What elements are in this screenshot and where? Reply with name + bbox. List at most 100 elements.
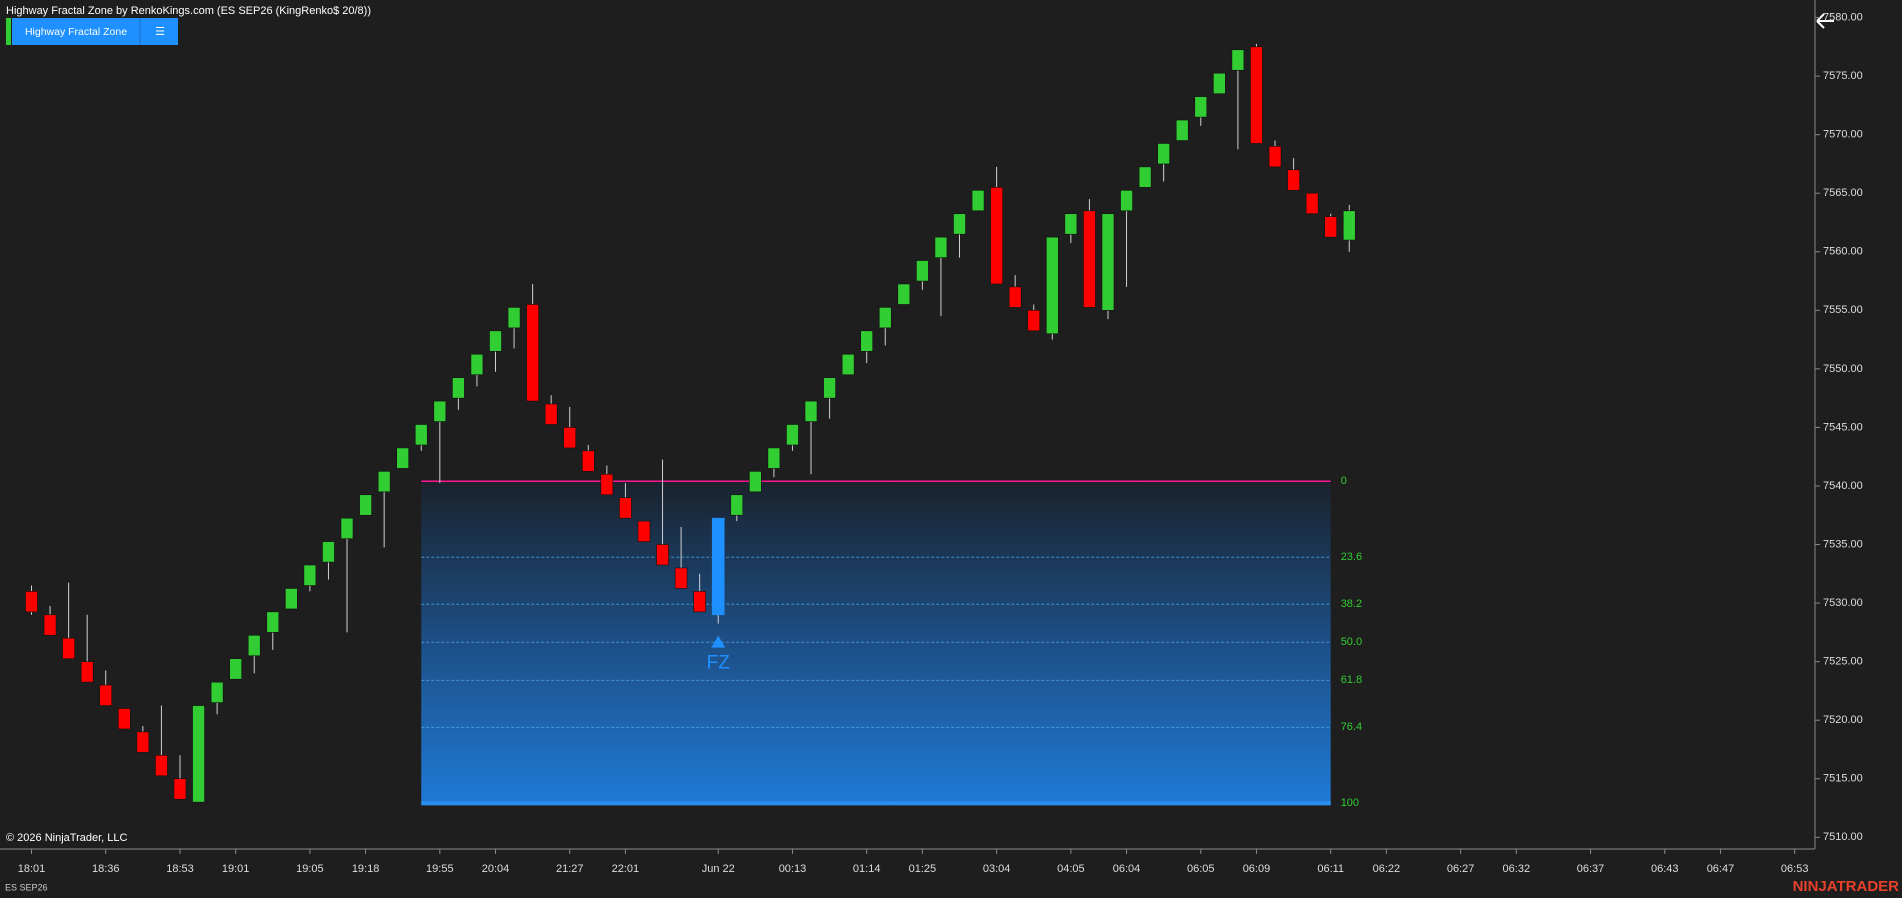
candle-body — [1213, 72, 1226, 94]
candle-body — [1231, 49, 1245, 71]
indicator-button-label[interactable]: Highway Fractal Zone — [25, 26, 127, 38]
candle-body — [860, 330, 874, 352]
candle-body — [730, 494, 744, 516]
x-tick-label: 06:27 — [1447, 863, 1475, 875]
candle-body — [693, 591, 706, 613]
menu-button[interactable]: ☰ — [155, 26, 165, 38]
candle-body — [637, 520, 651, 542]
candle-body — [1287, 169, 1300, 191]
signal-label: FZ — [707, 653, 731, 674]
y-tick-label: 7535.00 — [1823, 538, 1863, 550]
x-tick-label: 06:32 — [1503, 863, 1531, 875]
candle-body — [656, 544, 669, 566]
candle-body — [25, 591, 38, 613]
instrument-label: ES SEP26 — [5, 882, 48, 892]
candle-body — [507, 307, 521, 329]
candle-body — [1268, 146, 1282, 168]
candle-body — [247, 634, 261, 657]
candle-body — [674, 567, 688, 589]
zone-level-label: 76.4 — [1341, 721, 1362, 733]
x-tick-label: 06:43 — [1651, 863, 1679, 875]
y-tick-label: 7515.00 — [1823, 773, 1863, 785]
candle-body — [414, 424, 428, 446]
candle-body — [322, 541, 335, 563]
candle-body — [489, 330, 502, 352]
x-tick-label: 06:09 — [1243, 863, 1271, 875]
candle-body — [1305, 192, 1319, 215]
candle-body — [1064, 213, 1078, 235]
candle-body — [544, 403, 558, 425]
candle-body — [990, 187, 1003, 285]
y-tick-label: 7520.00 — [1823, 714, 1863, 726]
candle-body — [1157, 143, 1170, 165]
y-tick-label: 7580.00 — [1823, 11, 1863, 23]
x-tick-label: 06:04 — [1113, 863, 1141, 875]
x-tick-label: Jun 22 — [702, 863, 735, 875]
y-tick-label: 7530.00 — [1823, 597, 1863, 609]
candle-body — [229, 658, 242, 680]
x-tick-label: 06:05 — [1187, 863, 1215, 875]
candle-body — [285, 588, 298, 610]
candle-body — [136, 731, 150, 753]
candle-body — [155, 755, 168, 777]
candle-body — [396, 447, 410, 469]
candle-body — [526, 304, 539, 402]
candle-body — [43, 614, 57, 636]
candle-body — [916, 260, 929, 282]
copyright: © 2026 NinjaTrader, LLC — [6, 832, 127, 844]
candle-body — [1027, 310, 1041, 332]
candle-body — [804, 400, 818, 422]
candle-body — [452, 377, 465, 399]
x-tick-label: 00:13 — [779, 863, 807, 875]
candle-body — [1194, 96, 1208, 118]
candle-body — [563, 427, 577, 449]
x-tick-label: 04:05 — [1057, 863, 1085, 875]
candle-body — [173, 778, 187, 800]
candle-body — [841, 353, 855, 376]
x-tick-label: 19:18 — [352, 863, 380, 875]
zone-level-label: 23.6 — [1341, 551, 1362, 563]
candle-body — [433, 400, 447, 422]
candle-body — [1008, 286, 1022, 308]
candle-body — [1083, 210, 1096, 308]
x-tick-label: 18:36 — [92, 863, 120, 875]
x-tick-label: 06:22 — [1373, 863, 1401, 875]
candle-body — [377, 471, 391, 493]
x-tick-label: 06:47 — [1707, 863, 1735, 875]
candle-body — [1324, 216, 1337, 238]
candle-body — [210, 681, 224, 703]
y-tick-label: 7540.00 — [1823, 480, 1863, 492]
x-tick-label: 03:04 — [983, 863, 1011, 875]
y-tick-label: 7560.00 — [1823, 246, 1863, 258]
x-tick-label: 18:53 — [166, 863, 194, 875]
candle-body — [1342, 210, 1356, 241]
candle-body — [99, 684, 113, 706]
candle-body — [767, 447, 781, 469]
candle-body — [619, 497, 632, 519]
candle-body — [359, 494, 372, 516]
zone-level-label: 61.8 — [1341, 674, 1362, 686]
y-tick-label: 7570.00 — [1823, 129, 1863, 141]
candle-body — [878, 307, 892, 329]
y-tick-label: 7575.00 — [1823, 70, 1863, 82]
candle-body — [62, 637, 75, 660]
x-tick-label: 06:53 — [1781, 863, 1809, 875]
x-tick-label: 21:27 — [556, 863, 584, 875]
signal-arrow — [711, 635, 726, 648]
back-arrow[interactable] — [1816, 13, 1834, 29]
candle-body — [118, 708, 131, 730]
candle-body — [80, 661, 94, 683]
candle-body — [303, 564, 317, 586]
indicator-button[interactable] — [12, 18, 178, 45]
candle-body — [1046, 236, 1059, 335]
candle-body — [823, 377, 836, 399]
y-tick-label: 7550.00 — [1823, 363, 1863, 375]
x-tick-label: 06:37 — [1577, 863, 1605, 875]
indicator-strip — [6, 18, 11, 45]
candle-body — [1101, 213, 1115, 311]
candle-body — [934, 236, 948, 258]
candle-body — [192, 705, 205, 803]
candle-body — [971, 189, 985, 212]
zone-level-label: 100 — [1341, 797, 1359, 809]
y-tick-label: 7555.00 — [1823, 304, 1863, 316]
